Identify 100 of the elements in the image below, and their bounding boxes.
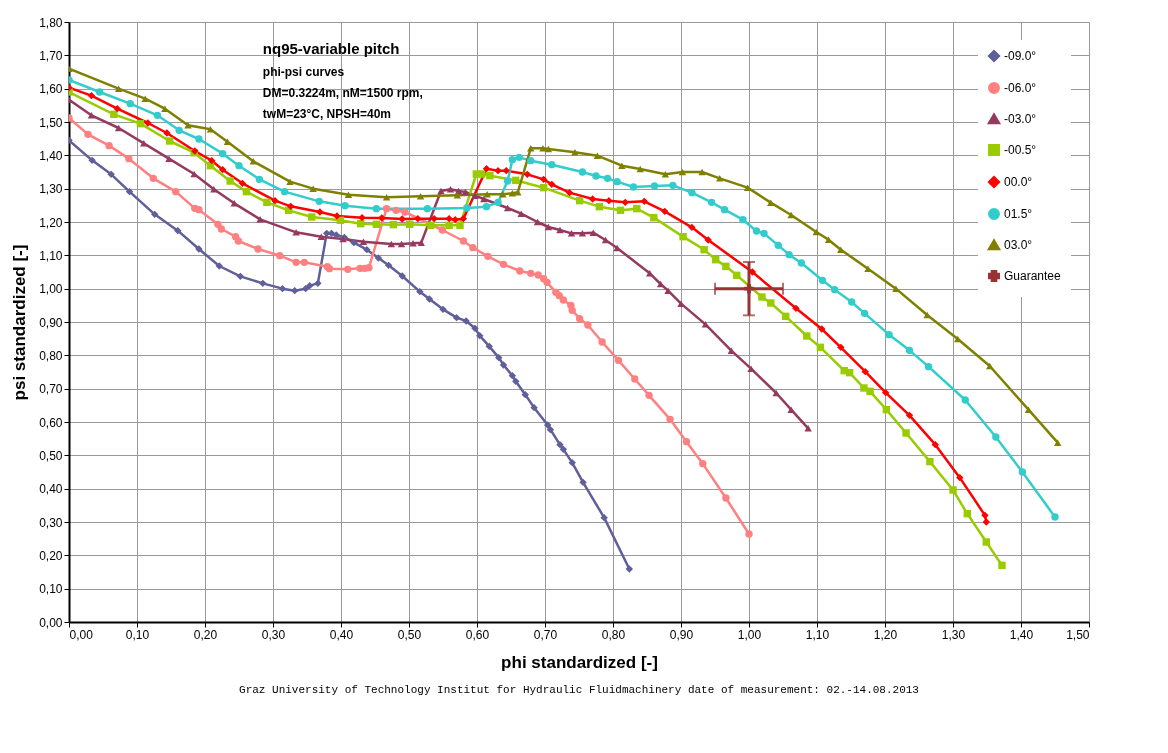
point xyxy=(478,170,486,178)
point xyxy=(559,296,568,304)
point xyxy=(601,236,610,244)
point xyxy=(401,208,409,216)
text: Graz University of Technology Institut for Hydraulic Fluidmachinery date of measurement: 02.-14.08.2013 xyxy=(239,684,919,696)
point xyxy=(508,155,517,164)
point xyxy=(539,175,548,184)
x-tick-label: 0,00 xyxy=(69,627,94,642)
point xyxy=(499,191,507,198)
point xyxy=(847,298,856,306)
point xyxy=(125,154,133,163)
point xyxy=(661,171,670,178)
point xyxy=(998,561,1006,570)
point xyxy=(114,85,123,92)
point xyxy=(598,338,606,346)
x-tick-label: 0,50 xyxy=(397,627,422,642)
point xyxy=(315,197,323,206)
point xyxy=(902,429,910,437)
y-tick-label: 1,30 xyxy=(39,182,63,197)
point xyxy=(280,187,289,196)
point xyxy=(774,241,782,250)
point xyxy=(748,268,757,276)
point xyxy=(760,229,768,238)
point xyxy=(358,213,366,222)
point xyxy=(446,186,455,193)
x-tick-label: 1,20 xyxy=(873,627,898,642)
point xyxy=(359,238,368,245)
point xyxy=(161,105,169,112)
point xyxy=(195,205,203,214)
point xyxy=(301,284,310,293)
point xyxy=(923,311,931,319)
point xyxy=(931,440,940,449)
point xyxy=(291,286,299,295)
point xyxy=(425,295,434,303)
point xyxy=(453,192,461,199)
point xyxy=(165,137,174,145)
point xyxy=(548,180,556,189)
point xyxy=(84,130,92,139)
point xyxy=(417,239,425,246)
point xyxy=(682,437,691,446)
point xyxy=(678,168,687,176)
point xyxy=(445,214,453,223)
point xyxy=(113,104,121,113)
point xyxy=(698,168,706,176)
point xyxy=(792,304,800,313)
point xyxy=(255,175,264,184)
y-tick-label: 1,20 xyxy=(39,215,63,230)
point xyxy=(292,258,300,267)
point xyxy=(503,204,512,212)
point xyxy=(459,237,468,245)
point xyxy=(414,214,422,223)
point xyxy=(864,265,872,272)
point xyxy=(743,184,752,191)
point xyxy=(190,170,198,178)
point xyxy=(905,346,914,355)
point xyxy=(382,204,391,213)
point xyxy=(508,371,517,380)
point xyxy=(688,223,696,232)
point xyxy=(860,309,869,318)
point xyxy=(314,279,322,288)
point xyxy=(271,196,279,205)
point xyxy=(125,187,134,196)
point xyxy=(636,165,644,173)
point xyxy=(508,190,517,197)
x-tick-label: 0,10 xyxy=(125,627,150,642)
point xyxy=(153,111,162,120)
point xyxy=(486,171,494,180)
point xyxy=(365,263,373,272)
point xyxy=(885,330,893,339)
point xyxy=(397,240,406,248)
point xyxy=(341,201,349,210)
point xyxy=(499,361,508,369)
y-axis-title: psi standardized [-] xyxy=(10,244,30,401)
point xyxy=(660,207,669,216)
x-tick-label: 1,30 xyxy=(941,627,966,642)
point xyxy=(387,240,396,248)
point xyxy=(787,406,795,413)
point xyxy=(556,226,564,234)
point xyxy=(317,233,325,240)
point xyxy=(961,396,969,404)
y-tick-label: 0,40 xyxy=(39,482,63,497)
point xyxy=(544,223,553,231)
point xyxy=(195,135,203,143)
point xyxy=(1051,513,1059,521)
point xyxy=(700,245,708,254)
point xyxy=(1024,406,1033,413)
y-tick-label: 1,50 xyxy=(39,115,63,130)
point xyxy=(392,206,400,215)
x-tick-label: 0,70 xyxy=(533,627,558,642)
point xyxy=(451,215,459,224)
point xyxy=(530,403,538,412)
point xyxy=(469,243,477,252)
point xyxy=(543,278,551,287)
point xyxy=(618,162,626,169)
point xyxy=(452,313,461,322)
point xyxy=(534,271,542,279)
point xyxy=(548,160,556,169)
point xyxy=(494,166,502,175)
point xyxy=(621,198,629,207)
point xyxy=(494,198,502,207)
